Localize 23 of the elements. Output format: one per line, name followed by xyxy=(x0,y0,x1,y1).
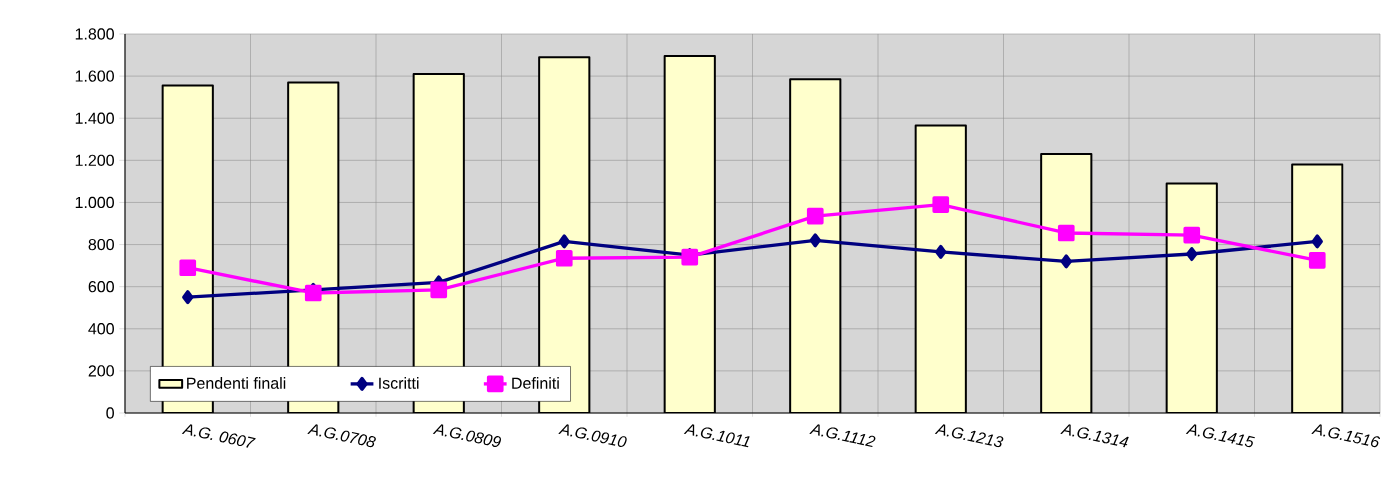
y-tick-label: 1.000 xyxy=(75,196,114,209)
x-tick-label: A.G.0708 xyxy=(307,424,376,448)
y-tick-label: 1.200 xyxy=(75,154,114,166)
x-tick-label: A.G.0809 xyxy=(432,424,502,447)
y-tick-label: 200 xyxy=(88,365,114,377)
x-tick-label: A.G.1314 xyxy=(1060,424,1129,448)
y-tick-label: 1.800 xyxy=(75,28,114,40)
x-tick-label: A.G.1112 xyxy=(809,424,876,448)
y-tick-label: 1.600 xyxy=(75,70,114,82)
x-tick-label: A.G.1213 xyxy=(934,424,1004,448)
x-tick-label: A.G.1011 xyxy=(683,424,750,448)
x-tick-label: A.G.0910 xyxy=(558,424,627,448)
legend-label: Iscritti xyxy=(379,377,419,389)
x-tick-label: A.G.1415 xyxy=(1185,424,1255,448)
x-tick-label: A.G.1516 xyxy=(1311,424,1381,448)
y-tick-label: 800 xyxy=(88,238,114,251)
y-tick-label: 1.400 xyxy=(75,112,114,124)
legend-label: Definiti xyxy=(512,377,559,389)
y-tick-label: 0 xyxy=(106,407,114,419)
legend-label: Pendenti finali xyxy=(187,377,286,389)
x-tick-label: A.G. 0607 xyxy=(181,424,256,448)
y-tick-label: 600 xyxy=(88,281,114,293)
y-tick-label: 400 xyxy=(88,323,114,335)
